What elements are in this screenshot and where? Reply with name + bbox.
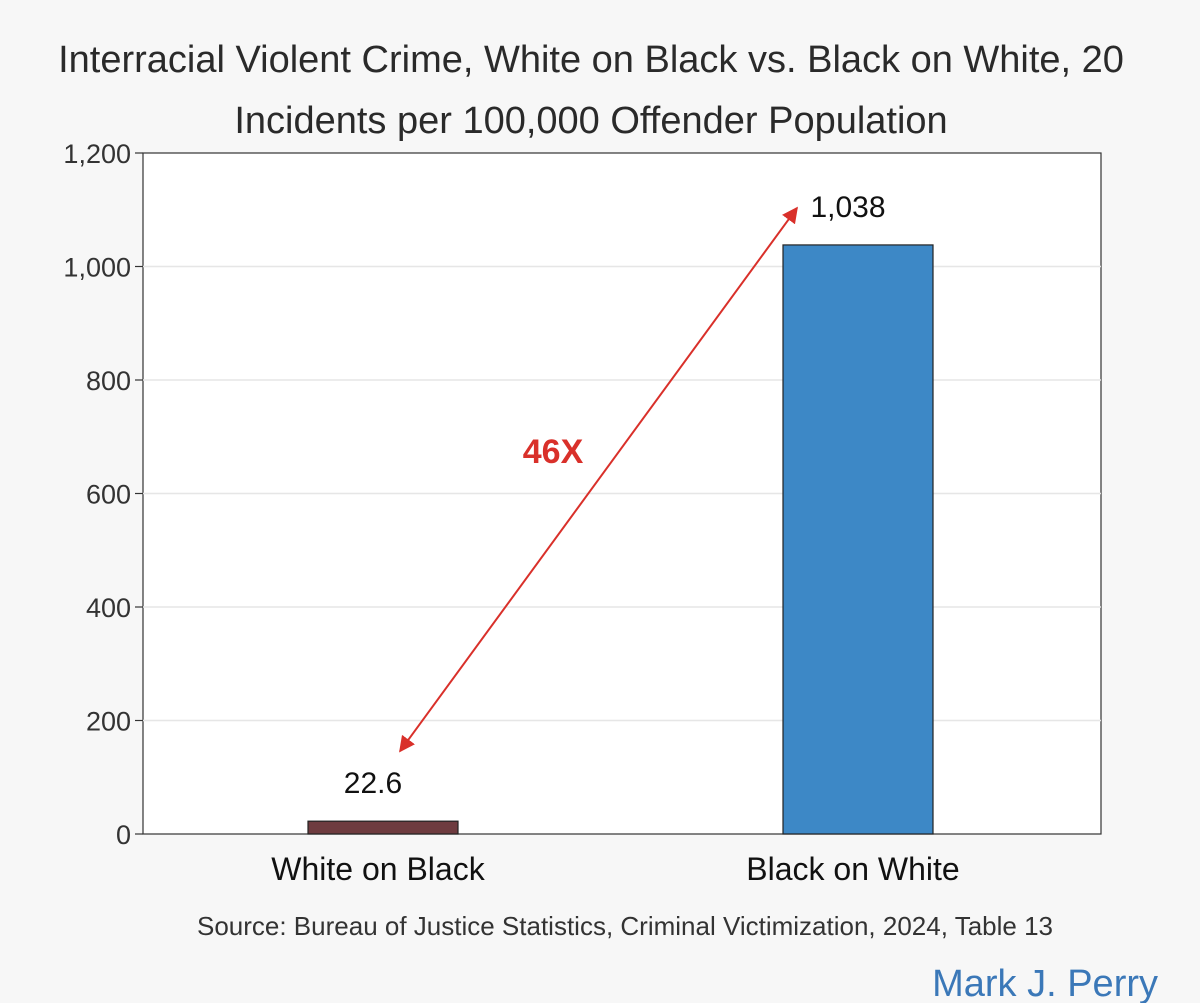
bar-value-label: 1,038 bbox=[810, 191, 885, 224]
chart-title: Interracial Violent Crime, White on Blac… bbox=[58, 39, 1124, 81]
x-category-label: White on Black bbox=[271, 851, 485, 887]
ratio-arrow bbox=[399, 206, 798, 753]
y-tick-label: 1,000 bbox=[63, 253, 131, 283]
bar bbox=[307, 820, 459, 835]
bar-value-label: 22.6 bbox=[344, 767, 402, 800]
y-tick-label: 400 bbox=[86, 593, 131, 623]
source-note: Source: Bureau of Justice Statistics, Cr… bbox=[197, 911, 1053, 941]
y-tick-label: 800 bbox=[86, 366, 131, 396]
bar bbox=[782, 244, 934, 835]
chart-subtitle: Incidents per 100,000 Offender Populatio… bbox=[234, 100, 947, 142]
y-tick-label: 200 bbox=[86, 707, 131, 737]
y-tick-label: 0 bbox=[116, 820, 131, 850]
author-credit: Mark J. Perry bbox=[932, 963, 1158, 1003]
ratio-annotation: 46X bbox=[523, 433, 584, 471]
y-tick-label: 600 bbox=[86, 480, 131, 510]
y-tick-label: 1,200 bbox=[63, 139, 131, 169]
x-category-label: Black on White bbox=[746, 851, 959, 887]
